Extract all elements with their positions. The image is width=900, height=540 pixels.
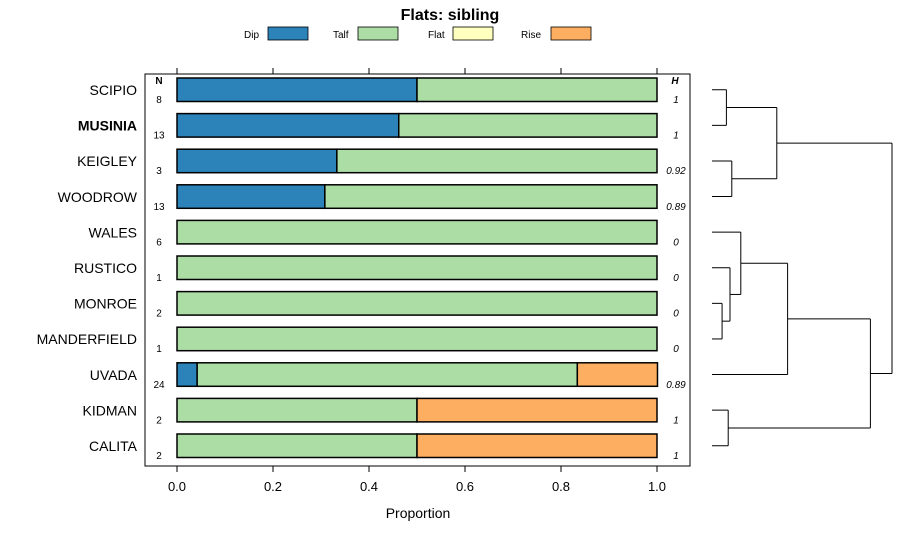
x-tick-label: 0.6 [456, 479, 474, 494]
row-label: RUSTICO [74, 260, 137, 276]
x-axis: 0.0 0.2 0.4 0.6 0.8 1.0 [168, 68, 666, 494]
x-tick-label: 1.0 [648, 479, 666, 494]
h-value: 1 [673, 415, 679, 426]
chart-title: Flats: sibling [401, 7, 500, 24]
bar-segment-dip [176, 112, 400, 138]
legend-swatch-rise [550, 26, 592, 41]
row-label: WALES [89, 224, 138, 240]
x-tick-label: 0.4 [360, 479, 378, 494]
bar-segment-dip [176, 148, 338, 174]
h-value: 0 [673, 344, 679, 355]
bar-segment-dip [176, 184, 326, 210]
bar-segment-talf [176, 290, 658, 316]
x-axis-label: Proportion [386, 505, 451, 521]
bar-segment-talf [176, 326, 658, 352]
bar-segment-talf [176, 255, 658, 281]
row-label: MUSINIA [78, 118, 137, 134]
legend-swatch-flat [452, 26, 494, 41]
plot-frame [144, 73, 691, 467]
row-label: MONROE [74, 296, 137, 312]
h-value: 0.89 [666, 380, 686, 391]
legend-label-flat: Flat [428, 30, 445, 41]
n-value: 6 [156, 237, 162, 248]
legend: Dip Talf Flat Rise [244, 26, 592, 41]
h-header: H [671, 76, 679, 87]
row-label: SCIPIO [90, 82, 138, 98]
legend-swatch-talf [357, 26, 399, 41]
bar-segment-talf [336, 148, 658, 174]
bar-segment-rise [576, 362, 659, 388]
row-label: UVADA [90, 367, 138, 383]
h-value: 1 [673, 131, 679, 142]
h-value: 1 [673, 95, 679, 106]
n-value: 3 [156, 166, 162, 177]
n-value: 1 [156, 273, 162, 284]
bar-segment-talf [398, 112, 658, 138]
row-label: KEIGLEY [77, 153, 138, 169]
row-label: KIDMAN [83, 402, 137, 418]
row-label: WOODROW [58, 189, 138, 205]
bar-segment-rise [416, 397, 658, 423]
n-value: 2 [156, 451, 162, 462]
x-tick-label: 0.0 [168, 479, 186, 494]
row-label: CALITA [89, 438, 138, 454]
x-tick-label: 0.2 [264, 479, 282, 494]
bar-segment-talf [416, 77, 658, 103]
n-value: 13 [153, 202, 165, 213]
bar-segment-dip [176, 362, 198, 388]
n-value: 1 [156, 344, 162, 355]
h-value: 0.89 [666, 202, 686, 213]
legend-label-talf: Talf [333, 30, 349, 41]
n-value: 2 [156, 415, 162, 426]
h-value: 0 [673, 309, 679, 320]
h-value: 0.92 [666, 166, 686, 177]
n-value: 8 [156, 95, 162, 106]
bar-segment-talf [324, 184, 658, 210]
bar-rows: SCIPIO 8 1 MUSINIA 13 1 KEIGLEY 3 0.92 WOODROW 13 0… [37, 77, 686, 462]
n-value: 24 [153, 380, 165, 391]
dendrogram [712, 89, 893, 447]
legend-swatch-dip [267, 26, 309, 41]
n-value: 13 [153, 131, 165, 142]
h-value: 0 [673, 273, 679, 284]
bar-segment-talf [196, 362, 579, 388]
bar-segment-talf [176, 397, 418, 423]
bar-segment-dip [176, 77, 418, 103]
n-header: N [155, 76, 162, 87]
n-value: 2 [156, 309, 162, 320]
legend-label-dip: Dip [244, 30, 259, 41]
bar-segment-talf [176, 433, 418, 459]
bar-segment-talf [176, 219, 658, 245]
h-value: 0 [673, 237, 679, 248]
row-label: MANDERFIELD [37, 331, 137, 347]
h-value: 1 [673, 451, 679, 462]
bar-segment-rise [416, 433, 658, 459]
x-tick-label: 0.8 [552, 479, 570, 494]
legend-label-rise: Rise [521, 30, 541, 41]
